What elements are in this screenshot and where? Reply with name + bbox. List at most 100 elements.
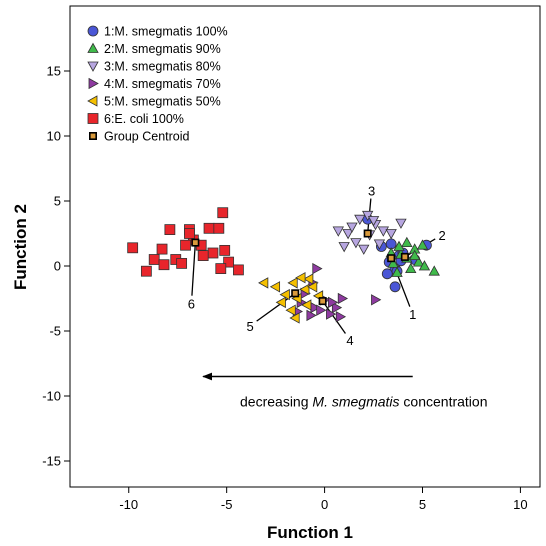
data-points	[127, 207, 440, 324]
data-point	[418, 260, 431, 271]
callout-label: 6	[188, 297, 195, 312]
data-point	[373, 239, 386, 250]
legend-swatch	[87, 95, 98, 107]
callout-line	[322, 300, 346, 334]
data-point	[299, 283, 310, 296]
data-point	[217, 207, 229, 219]
data-point	[197, 250, 209, 262]
data-point	[203, 222, 215, 234]
data-point	[371, 294, 382, 306]
data-point	[269, 281, 281, 293]
y-tick-label: -10	[42, 389, 61, 404]
centroid-point	[400, 252, 409, 261]
data-point	[156, 243, 168, 255]
data-point	[326, 308, 337, 320]
y-tick-label: 5	[54, 194, 61, 209]
y-tick-label: 10	[47, 129, 61, 144]
data-point	[158, 259, 170, 271]
x-tick-label: 5	[419, 497, 426, 512]
y-axis-title: Function 2	[11, 204, 30, 290]
legend-entry: 3:M. smegmatis 80%	[104, 60, 221, 74]
legend-entry: 5:M. smegmatis 50%	[104, 95, 221, 109]
data-point	[405, 262, 417, 274]
data-point	[387, 257, 399, 268]
data-point	[279, 288, 290, 301]
data-point	[367, 216, 380, 227]
data-point	[140, 265, 152, 277]
callout-label: 4	[346, 333, 353, 348]
centroid-callouts: 1 2 3 4 5 6	[188, 184, 446, 349]
x-tick-label: 10	[513, 497, 527, 512]
legend-entry: 2:M. smegmatis 90%	[104, 42, 221, 56]
legend-entry: 6:E. coli 100%	[104, 112, 184, 126]
callout-label: 5	[247, 319, 254, 334]
centroid-point	[191, 238, 200, 247]
data-point	[350, 238, 362, 249]
y-tick-label: -5	[49, 324, 61, 339]
data-point	[408, 249, 421, 261]
plot-frame	[69, 5, 541, 488]
centroid-point	[291, 289, 300, 298]
data-point	[395, 218, 407, 229]
data-point	[295, 272, 306, 284]
data-point	[381, 268, 393, 280]
data-point	[338, 242, 350, 253]
data-point	[328, 296, 339, 309]
x-axis-title: Function 1	[267, 523, 353, 542]
data-point	[401, 236, 413, 248]
x-tick-label: -5	[221, 497, 233, 512]
data-point	[207, 247, 219, 259]
data-point	[258, 277, 269, 289]
data-point	[391, 266, 403, 277]
data-point	[127, 242, 139, 254]
legend: 1:M. smegmatis 100% 2:M. smegmatis 90% 3:M…	[87, 25, 228, 144]
data-point	[213, 222, 225, 234]
data-point	[219, 244, 231, 256]
data-point	[331, 301, 343, 314]
data-point	[285, 304, 296, 316]
data-point	[148, 254, 160, 265]
legend-swatch	[87, 25, 99, 37]
legend-entry: Group Centroid	[104, 130, 190, 144]
data-point	[233, 264, 244, 276]
x-tick-label: -10	[119, 497, 138, 512]
data-point	[303, 273, 314, 285]
legend-swatch	[87, 42, 99, 53]
data-point	[223, 256, 235, 268]
data-point	[416, 239, 429, 250]
data-point	[389, 281, 401, 293]
data-point	[307, 281, 318, 293]
legend-swatch	[88, 77, 99, 90]
data-point	[361, 210, 374, 222]
data-point	[176, 257, 188, 269]
data-point	[184, 228, 195, 239]
data-point	[412, 256, 425, 267]
data-point	[289, 312, 300, 324]
data-point	[312, 262, 323, 275]
callout-label: 2	[438, 228, 445, 243]
data-point	[180, 239, 191, 251]
centroid-point	[318, 297, 327, 306]
x-tick-label: 0	[321, 497, 328, 512]
data-point	[342, 229, 354, 240]
legend-swatch	[87, 61, 99, 72]
data-point	[215, 263, 227, 275]
callout-label: 3	[368, 184, 375, 199]
data-point	[316, 304, 327, 316]
legend-swatch	[89, 132, 98, 141]
legend-entry: 1:M. smegmatis 100%	[104, 25, 228, 39]
data-point	[354, 214, 366, 226]
legend-entry: 4:M. smegmatis 70%	[104, 77, 221, 91]
y-tick-label: 15	[47, 64, 61, 79]
data-point	[306, 309, 317, 322]
legend-swatch	[87, 113, 99, 124]
concentration-label: decreasing M. smegmatis concentration	[240, 393, 487, 409]
data-point	[275, 296, 286, 309]
data-point	[358, 244, 370, 255]
data-point	[332, 226, 344, 237]
callout-line	[191, 242, 196, 296]
data-point	[346, 222, 358, 233]
data-point	[335, 311, 347, 323]
data-point	[385, 229, 397, 240]
